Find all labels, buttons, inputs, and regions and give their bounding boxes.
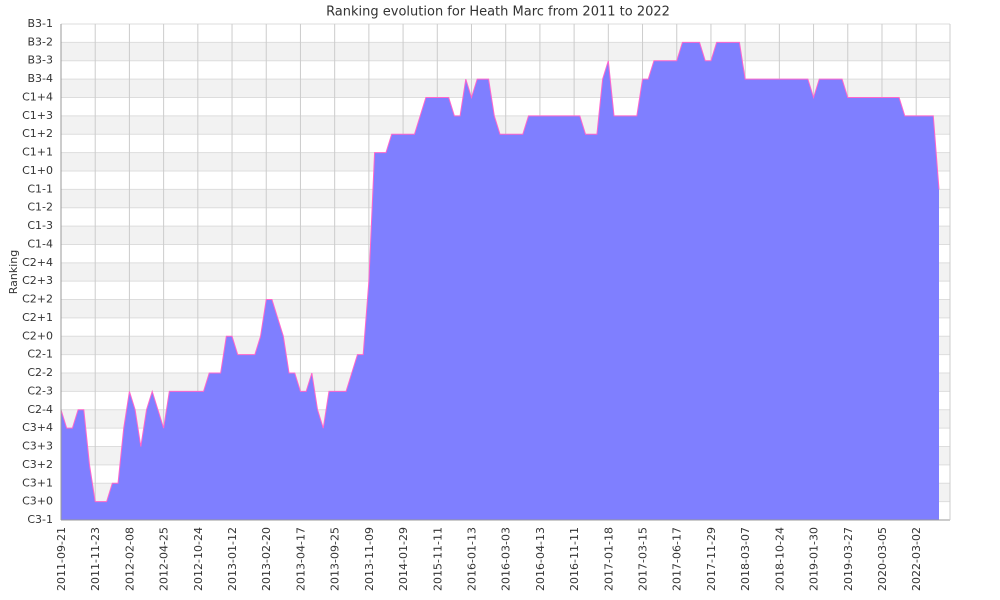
x-tick-label: 2013-01-12 — [226, 527, 239, 591]
x-tick-label: 2022-03-02 — [910, 527, 923, 591]
y-tick-label: C2+3 — [22, 274, 53, 287]
x-tick-label: 2016-01-13 — [465, 527, 478, 591]
y-tick-label: C3+2 — [22, 458, 53, 471]
y-tick-label: C3+0 — [22, 495, 53, 508]
y-tick-label: C1+4 — [22, 90, 53, 103]
x-tick-label: 2012-02-08 — [123, 527, 136, 591]
y-tick-label: C1-2 — [27, 201, 53, 214]
x-tick-label: 2018-10-24 — [773, 527, 786, 591]
y-tick-label: C2+0 — [22, 329, 53, 342]
y-tick-label: C2+2 — [22, 293, 53, 306]
x-tick-label: 2013-04-17 — [294, 527, 307, 591]
y-tick-label: C1-3 — [27, 219, 53, 232]
y-tick-label: C2+4 — [22, 256, 53, 269]
x-tick-label: 2017-01-18 — [602, 527, 615, 591]
x-tick-label: 2016-04-13 — [534, 527, 547, 591]
x-tick-label: 2017-11-29 — [705, 527, 718, 591]
y-tick-label: C3+1 — [22, 476, 53, 489]
y-tick-label: C2+1 — [22, 311, 53, 324]
y-tick-label: C3+4 — [22, 421, 53, 434]
x-tick-label: 2015-11-11 — [431, 527, 444, 591]
x-tick-label: 2013-09-25 — [329, 527, 342, 591]
y-tick-label: C3-1 — [27, 513, 53, 526]
y-tick-label: C1-1 — [27, 182, 53, 195]
y-tick-label: B3-3 — [27, 54, 53, 67]
y-tick-label: C1-4 — [27, 237, 53, 250]
y-tick-label: C3+3 — [22, 440, 53, 453]
x-tick-label: 2017-03-15 — [637, 527, 650, 591]
x-tick-label: 2018-03-07 — [739, 527, 752, 591]
y-axis-label: Ranking — [7, 250, 20, 295]
area — [61, 42, 939, 521]
line — [60, 41, 940, 503]
y-tick-label: C1+2 — [22, 127, 53, 140]
x-tick-label: 2012-04-25 — [158, 527, 171, 591]
y-tick-label: C1+3 — [22, 109, 53, 122]
y-tick-label: C2-4 — [27, 403, 53, 416]
x-tick-label: 2013-11-09 — [363, 527, 376, 591]
x-tick-label: 2011-09-21 — [55, 527, 68, 591]
x-tick-label: 2019-03-27 — [842, 527, 855, 591]
x-tick-label: 2017-06-17 — [671, 527, 684, 591]
y-tick-label: C1+1 — [22, 146, 53, 159]
y-tick-label: B3-1 — [27, 17, 53, 30]
y-tick-label: C2-3 — [27, 384, 53, 397]
chart-title: Ranking evolution for Heath Marc from 20… — [326, 5, 670, 20]
x-tick-label: 2012-10-24 — [192, 527, 205, 591]
x-tick-label: 2020-03-05 — [876, 527, 889, 591]
y-tick-label: C1+0 — [22, 164, 53, 177]
x-tick-label: 2014-01-29 — [397, 527, 410, 591]
x-tick-label: 2019-01-30 — [808, 527, 821, 591]
y-tick-label: C2-2 — [27, 366, 53, 379]
x-tick-label: 2013-02-20 — [260, 527, 273, 591]
x-tick-label: 2016-11-11 — [568, 527, 581, 591]
y-tick-label: B3-4 — [27, 72, 53, 85]
x-tick-label: 2011-11-23 — [89, 527, 102, 591]
y-tick-label: B3-2 — [27, 35, 53, 48]
x-tick-label: 2016-03-03 — [500, 527, 513, 591]
y-tick-label: C2-1 — [27, 348, 53, 361]
